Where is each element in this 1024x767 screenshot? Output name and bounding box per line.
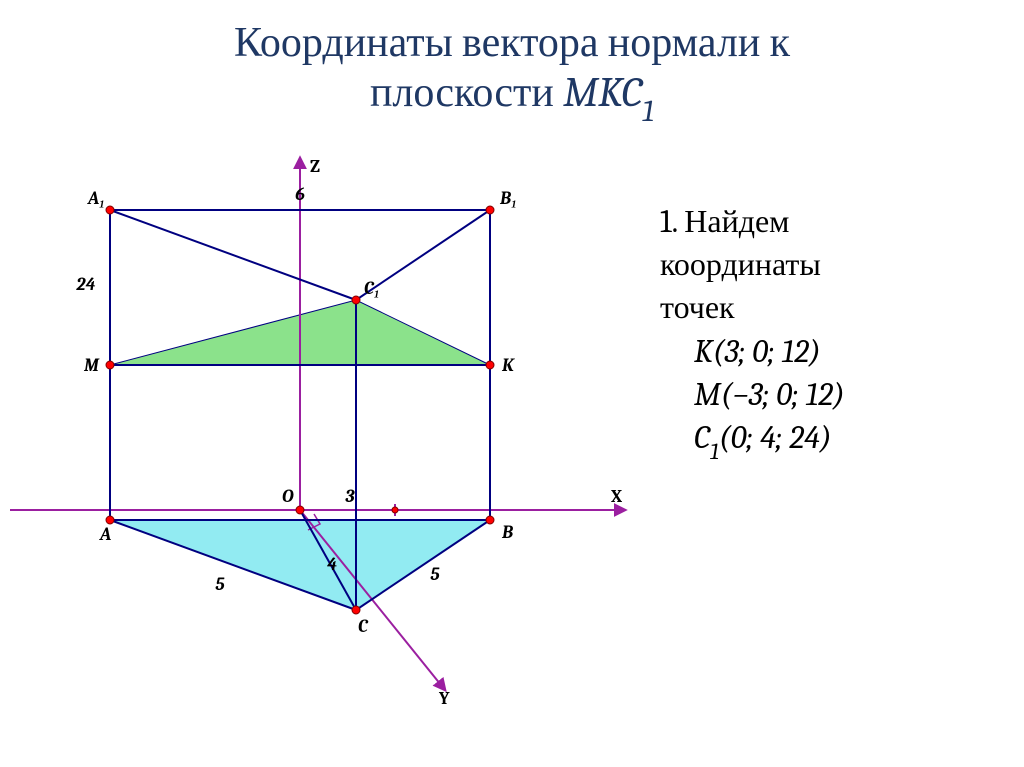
coord-K: K(3; 0; 12): [660, 330, 1010, 373]
svg-text:B₁: B₁: [499, 188, 517, 209]
svg-text:Y: Y: [438, 688, 450, 709]
svg-text:3: 3: [345, 486, 355, 507]
diagram-container: O A B C A₁ B₁ C₁ M K X Y Z6 24 3 4 5 5: [0, 150, 640, 710]
svg-text:5: 5: [430, 564, 440, 585]
svg-text:6: 6: [295, 184, 305, 205]
svg-text:B: B: [501, 522, 513, 543]
svg-text:24: 24: [75, 274, 95, 295]
svg-text:C: C: [358, 616, 369, 637]
svg-text:A₁: A₁: [87, 188, 105, 209]
svg-text:4: 4: [327, 554, 337, 575]
svg-text:K: K: [501, 355, 515, 376]
svg-text:5: 5: [215, 574, 225, 595]
svg-text:M: M: [83, 355, 100, 376]
diagram-svg: O A B C A₁ B₁ C₁ M K X Y Z6 24 3 4 5 5: [0, 150, 640, 710]
coord-C1: C1(0; 4; 24): [660, 416, 1010, 464]
svg-text:C₁: C₁: [364, 278, 380, 299]
solution-text: 1. Найдем координаты точек K(3; 0; 12) M…: [660, 200, 1010, 463]
title-plane-sub: 1: [642, 94, 654, 129]
svg-text:A: A: [99, 524, 111, 545]
svg-text:X: X: [611, 486, 623, 507]
svg-text:Z: Z: [310, 156, 320, 177]
step-line2: координаты: [660, 243, 1010, 286]
step-line1: 1. Найдем: [660, 200, 1010, 243]
page-root: Координаты вектора нормали к плоскости M…: [0, 0, 1024, 767]
svg-text:O: O: [282, 486, 294, 507]
coord-M: M(−3; 0; 12): [660, 373, 1010, 416]
page-title: Координаты вектора нормали к плоскости M…: [0, 18, 1024, 124]
title-line1: Координаты вектора нормали к: [234, 18, 790, 67]
step-line3: точек: [660, 286, 1010, 329]
title-plane: MKC: [563, 68, 642, 117]
title-line2-prefix: плоскости: [370, 68, 563, 117]
